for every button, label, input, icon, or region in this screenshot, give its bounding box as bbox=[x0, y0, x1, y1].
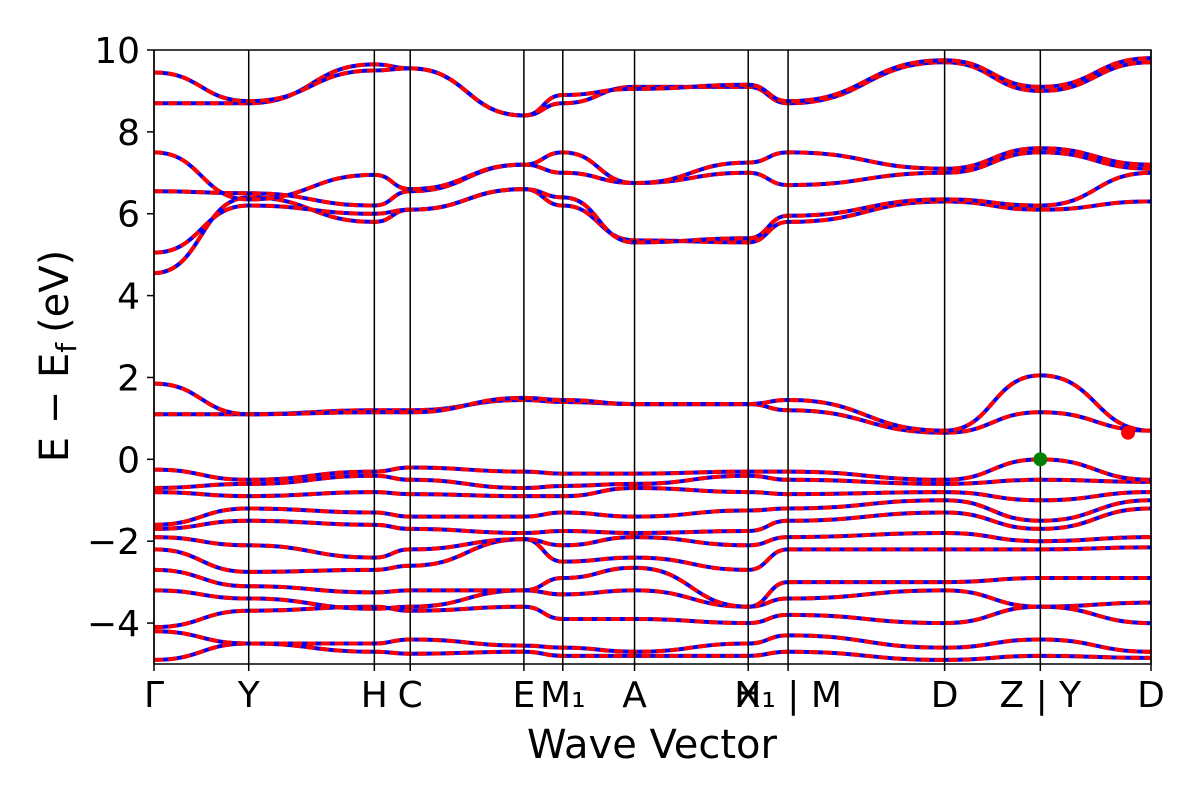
y-axis-title-unit: (eV) bbox=[32, 250, 78, 333]
band-line-dashed bbox=[154, 56, 1151, 118]
x-axis-ticks: Γ Y H C E M₁ A XH₁ | M D Z | Y D bbox=[144, 664, 1165, 716]
band-line-dashed bbox=[154, 457, 1151, 482]
band-line-dashed bbox=[154, 537, 1151, 574]
y-axis-title: E − Ef (eV) bbox=[32, 250, 83, 463]
band-line-dashed bbox=[154, 473, 1151, 490]
band-line-solid bbox=[154, 531, 1151, 560]
band-line-dashed bbox=[154, 506, 1151, 536]
band-line-dashed bbox=[154, 588, 1151, 611]
band-line-dashed bbox=[154, 146, 1151, 202]
y-axis-title-main: E − E bbox=[32, 353, 78, 463]
y-tick-label: 8 bbox=[117, 113, 140, 154]
y-tick-label: −2 bbox=[87, 522, 140, 563]
y-tick-label: 0 bbox=[117, 440, 140, 481]
y-axis-ticks: 10 8 6 4 2 0 −2 −4 bbox=[87, 31, 154, 645]
conduction-band-minimum-marker bbox=[1121, 425, 1136, 440]
y-tick-label: 6 bbox=[117, 195, 140, 236]
x-tick-label: D bbox=[1137, 675, 1165, 716]
x-tick-label: Y bbox=[237, 675, 261, 716]
band-line-solid bbox=[154, 150, 1151, 208]
band-line-dashed bbox=[154, 565, 1151, 609]
band-line-solid bbox=[154, 457, 1151, 482]
x-tick-label: D bbox=[931, 675, 959, 716]
band-line-dashed bbox=[154, 373, 1151, 433]
valence-band-maximum-marker bbox=[1033, 452, 1048, 467]
bands-layer bbox=[154, 56, 1151, 662]
x-tick-label: M₁ bbox=[540, 675, 586, 716]
band-line-solid bbox=[154, 485, 1151, 503]
x-axis-title: Wave Vector bbox=[527, 722, 778, 768]
x-tick-label: E bbox=[513, 675, 536, 716]
x-tick-label: H₁ | M bbox=[734, 675, 842, 716]
y-tick-label: 10 bbox=[94, 31, 140, 72]
band-line-dashed bbox=[154, 498, 1151, 527]
x-tick-label: Z | Y bbox=[999, 675, 1082, 716]
y-tick-label: 2 bbox=[117, 358, 140, 399]
x-tick-label: Γ bbox=[144, 675, 164, 716]
x-tick-label: H bbox=[361, 675, 388, 716]
band-line-dashed bbox=[154, 170, 1151, 255]
band-line-dashed bbox=[154, 60, 1151, 118]
band-line-dashed bbox=[154, 629, 1151, 654]
band-line-solid bbox=[154, 537, 1151, 574]
y-tick-label: −4 bbox=[87, 604, 140, 645]
plot-frame bbox=[153, 49, 1152, 665]
y-axis-title-subscript: f bbox=[50, 342, 83, 353]
x-tick-label: A bbox=[622, 675, 647, 716]
band-line-dashed bbox=[154, 641, 1151, 662]
band-edge-markers bbox=[1033, 425, 1136, 467]
y-tick-label: 4 bbox=[117, 277, 140, 318]
x-tick-label: X bbox=[736, 675, 761, 716]
band-line-solid bbox=[154, 604, 1151, 630]
band-line-dashed bbox=[154, 485, 1151, 503]
x-tick-label: C bbox=[398, 675, 423, 716]
band-line-dashed bbox=[154, 531, 1151, 560]
